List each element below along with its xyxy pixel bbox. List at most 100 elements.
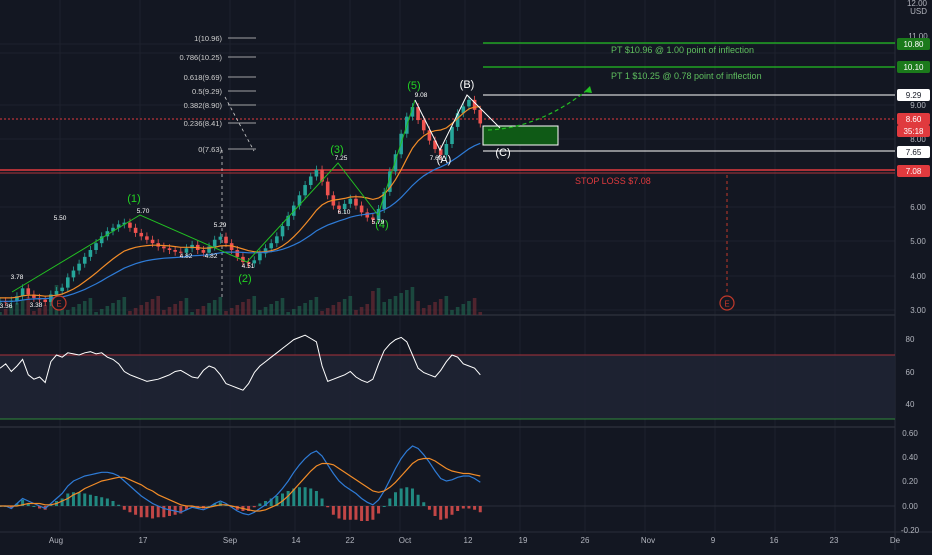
candle-body: [82, 256, 87, 264]
candle-body: [184, 248, 189, 253]
earnings-label-right: E: [724, 300, 729, 309]
volume-bar: [359, 307, 364, 315]
volume-bar: [156, 296, 160, 315]
candle-body: [275, 236, 279, 244]
volume-bar: [421, 308, 426, 315]
time-tick-label: Nov: [641, 536, 655, 545]
volume-bar: [241, 302, 245, 315]
candle-body: [297, 195, 302, 206]
candle-body: [410, 107, 415, 117]
impulse-wave-path[interactable]: [11, 99, 416, 293]
pivot-price-label: 6.10: [338, 209, 351, 216]
candle-body: [433, 140, 437, 150]
fib-level-label: 0.618(9.69): [184, 73, 223, 82]
volume-bar: [388, 299, 392, 315]
macd-histogram-bar: [122, 506, 126, 510]
macd-tick-label: -0.20: [901, 526, 920, 535]
volume-bar: [133, 308, 138, 315]
macd-histogram-bar: [365, 506, 369, 521]
volume-bar: [94, 312, 98, 315]
candle-body: [167, 248, 172, 251]
macd-histogram-bar: [190, 506, 194, 508]
target-zone-box[interactable]: [482, 125, 559, 146]
volume-bar: [99, 309, 104, 315]
candle-body: [314, 169, 319, 177]
time-tick-label: 9: [711, 536, 716, 545]
time-axis[interactable]: Aug 17 Sep 14 22 Oct 12 19 26 Nov 9 16 23 De: [49, 536, 901, 545]
projection-path[interactable]: [487, 87, 591, 131]
earnings-marker-future[interactable]: E: [719, 295, 735, 311]
pivot-price-label: 5.50: [54, 215, 67, 222]
macd-histogram-bar: [478, 506, 482, 513]
rsi-band-fill: [0, 355, 895, 419]
rsi-axis[interactable]: 80 60 40: [906, 335, 915, 409]
macd-tick-label: 0.20: [902, 477, 918, 486]
ema-slow-line: [0, 142, 481, 302]
currency-label: USD: [910, 7, 927, 16]
fib-trend-line[interactable]: [224, 96, 255, 152]
macd-plot: [0, 445, 895, 521]
macd-histogram-bar: [213, 503, 217, 506]
candle-body: [478, 109, 483, 124]
volume-bar: [405, 290, 409, 315]
pivot-price-label: 3.38: [30, 302, 43, 309]
macd-histogram-bar: [337, 506, 341, 519]
candle-body: [286, 215, 290, 227]
time-tick-label: De: [890, 536, 901, 545]
macd-axis[interactable]: 0.60 0.40 0.20 0.00 -0.20: [901, 429, 920, 535]
corrective-wave-path[interactable]: [414, 94, 501, 152]
fib-level-label: 0.786(10.25): [179, 53, 222, 62]
volume-bar: [162, 310, 166, 315]
level-lines[interactable]: [0, 42, 895, 174]
time-tick-label: 12: [464, 536, 473, 545]
macd-histogram-bar: [196, 506, 200, 508]
price-badge: [897, 38, 930, 50]
price-badges: 10.80 10.10 9.29 8.60 35:18 7.65 7.08: [897, 38, 930, 177]
candle-body: [201, 250, 206, 253]
volume-bar: [433, 302, 437, 315]
price-badge: [897, 146, 930, 158]
volume-bar: [292, 309, 296, 315]
volume-bar: [184, 298, 189, 315]
volume-bar: [37, 308, 42, 315]
price-badge-label: 8.60: [906, 115, 922, 124]
macd-histogram-bar: [281, 493, 284, 506]
volume-bar: [229, 308, 234, 315]
candle-body: [54, 291, 59, 295]
stop-loss-label: STOP LOSS $7.08: [575, 176, 651, 186]
price-tick-label: 6.00: [910, 203, 926, 212]
pivot-price-label: 7.25: [335, 155, 348, 162]
volume-bar: [252, 296, 257, 315]
time-tick-label: 26: [581, 536, 590, 545]
wave-structure[interactable]: (1) (2) (3) (4) (5) (A) (B) (C) 3.78 3.36 3.38 5.50…: [0, 79, 511, 310]
volume-bar: [342, 299, 347, 315]
candle-body: [99, 236, 104, 244]
candle-body: [438, 149, 443, 155]
candle-body: [348, 198, 353, 204]
candle-body: [241, 256, 245, 262]
volume-bar: [472, 298, 477, 315]
candle-body: [258, 253, 262, 261]
macd-tick-label: 0.00: [902, 502, 918, 511]
macd-histogram-bar: [343, 506, 347, 520]
macd-histogram-bar: [331, 506, 335, 515]
pivot-price-label: 3.78: [11, 274, 24, 281]
earnings-marker[interactable]: E: [51, 295, 67, 311]
candle-body: [371, 217, 375, 220]
candle-body: [88, 250, 93, 257]
macd-histogram-bar: [286, 491, 290, 506]
grid: [0, 0, 895, 532]
macd-histogram-bar: [269, 498, 273, 506]
macd-histogram-bar: [371, 506, 375, 520]
volume-bar: [325, 308, 330, 315]
candle-body: [252, 260, 257, 264]
target-2-label: PT 1 $10.25 @ 0.78 point of inflection: [611, 71, 762, 81]
candle-body: [122, 222, 127, 225]
candle-body: [393, 154, 398, 172]
candle-body: [342, 203, 347, 209]
volume-bar: [365, 304, 370, 315]
fib-retracement[interactable]: 1(10.96) 0.786(10.25) 0.618(9.69) 0.5(9.29)…: [179, 34, 256, 300]
candle-body: [71, 270, 76, 278]
